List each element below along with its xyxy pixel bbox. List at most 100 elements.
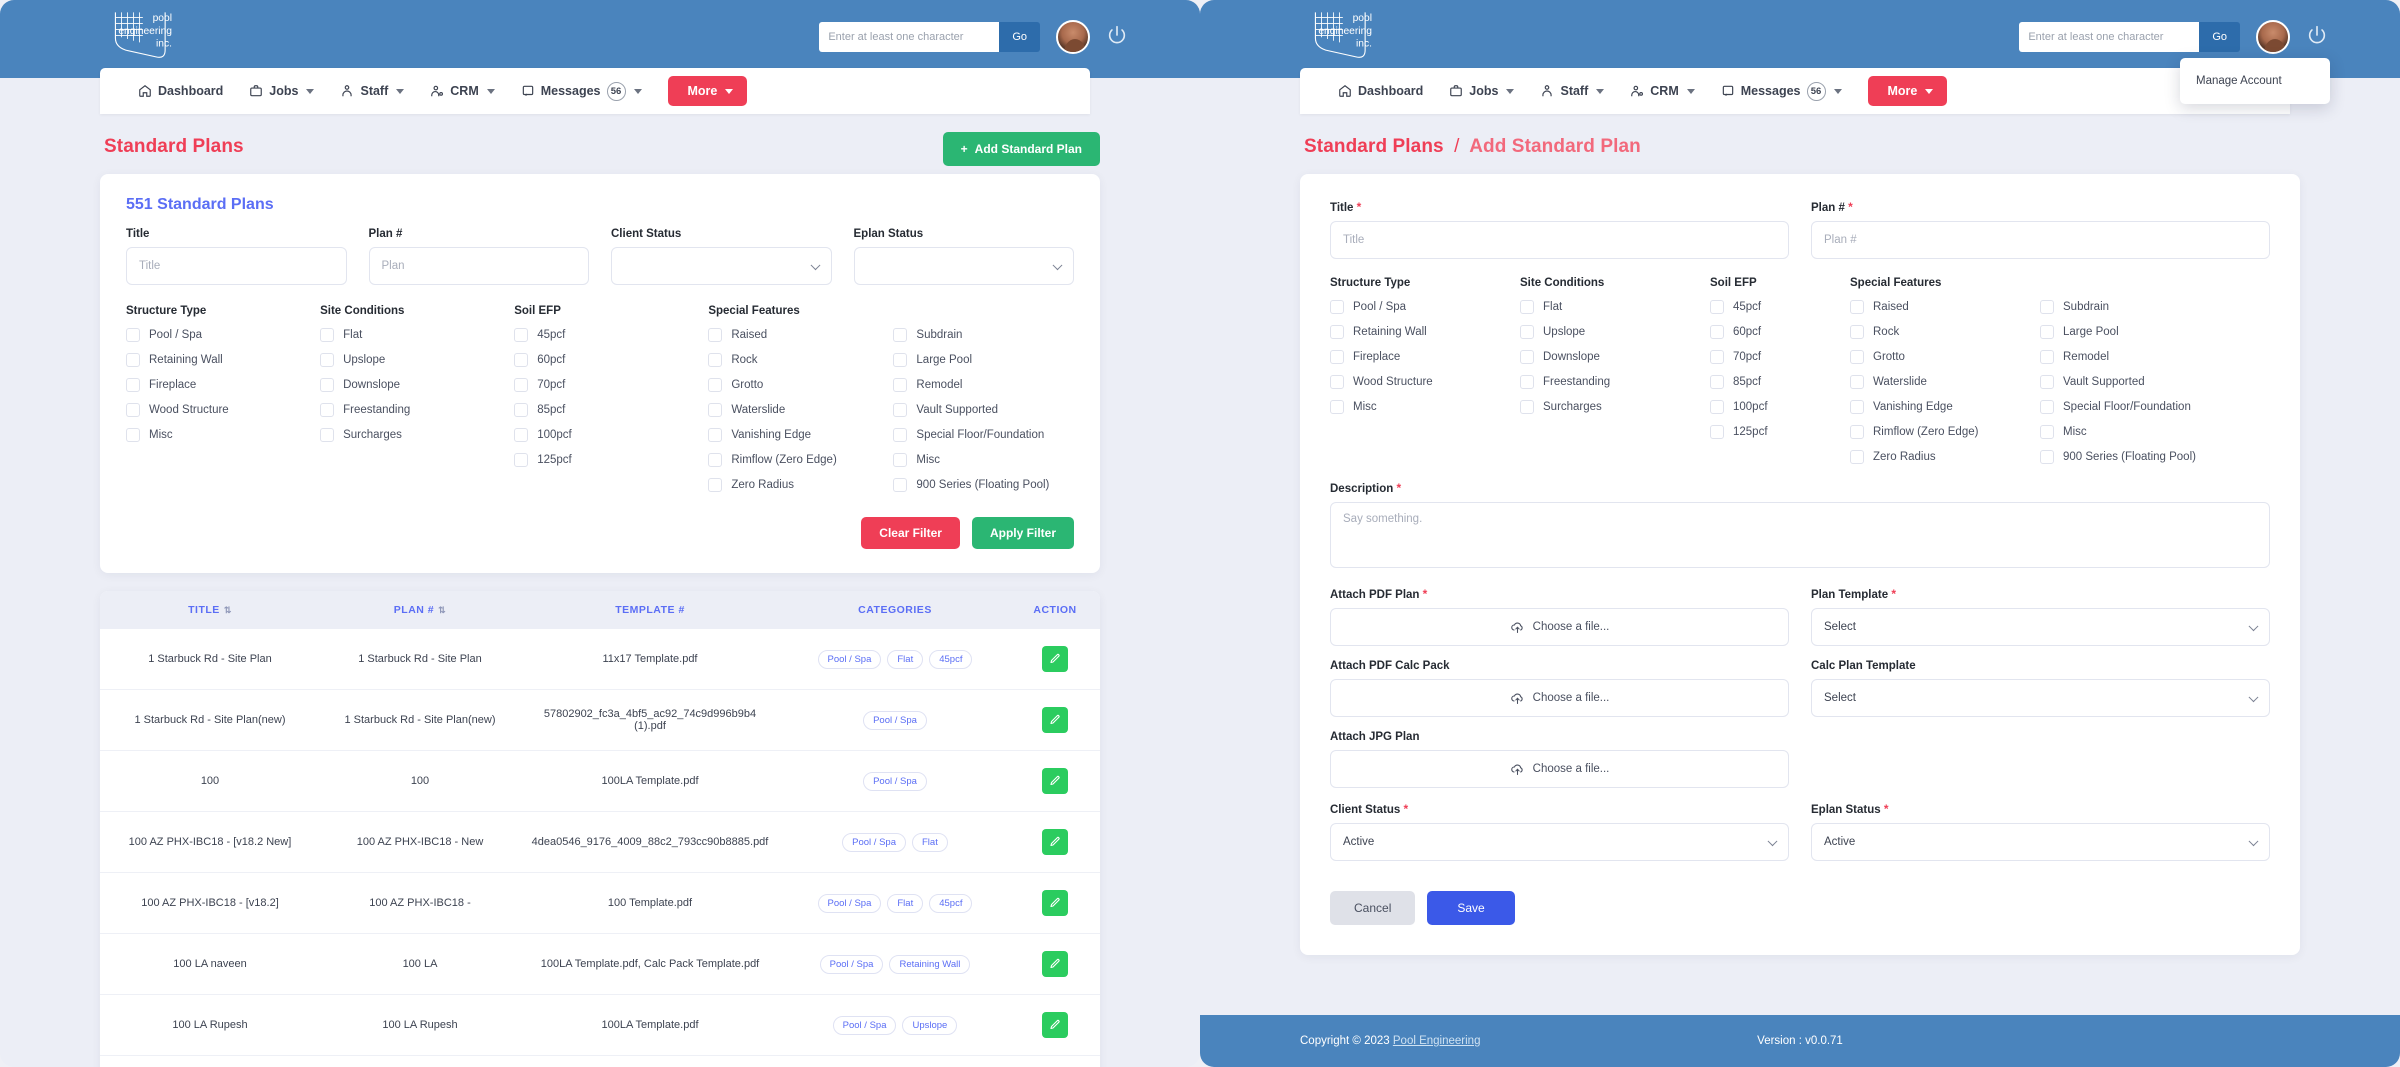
apply-filter-button[interactable]: Apply Filter xyxy=(971,517,1074,549)
checkbox-row[interactable]: Wood Structure xyxy=(1330,375,1520,389)
save-button[interactable]: Save xyxy=(1427,891,1515,925)
nav-item-crm[interactable]: CRM xyxy=(430,84,495,98)
checkbox-input[interactable] xyxy=(514,353,529,367)
edit-pencil-icon[interactable] xyxy=(1042,890,1068,916)
breadcrumb-item-1[interactable]: Standard Plans xyxy=(1304,136,1444,157)
checkbox-row[interactable]: Retaining Wall xyxy=(126,353,320,367)
checkbox-input[interactable] xyxy=(514,428,529,442)
checkbox-row[interactable]: Remodel xyxy=(2040,350,2240,364)
edit-pencil-icon[interactable] xyxy=(1042,951,1068,977)
checkbox-input[interactable] xyxy=(1520,350,1534,364)
checkbox-input[interactable] xyxy=(2040,375,2054,389)
nav-item-messages[interactable]: Messages 56 xyxy=(521,81,642,101)
edit-pencil-icon[interactable] xyxy=(1042,707,1068,733)
checkbox-input[interactable] xyxy=(1850,425,1864,439)
checkbox-input[interactable] xyxy=(1520,300,1534,314)
checkbox-input[interactable] xyxy=(1850,450,1864,464)
checkbox-row[interactable]: Waterslide xyxy=(1850,375,2040,389)
checkbox-input[interactable] xyxy=(1330,350,1344,364)
search-go-button[interactable]: Go xyxy=(999,22,1040,52)
nav-item-dashboard[interactable]: Dashboard xyxy=(138,84,223,98)
checkbox-input[interactable] xyxy=(708,478,723,492)
checkbox-row[interactable]: Freestanding xyxy=(320,403,514,417)
form-description-textarea[interactable] xyxy=(1330,502,2270,568)
checkbox-row[interactable]: Downslope xyxy=(320,378,514,392)
filter-title-input[interactable] xyxy=(126,247,347,285)
edit-pencil-icon[interactable] xyxy=(1042,768,1068,794)
checkbox-row[interactable]: Zero Radius xyxy=(708,478,893,492)
checkbox-row[interactable]: Fireplace xyxy=(126,378,320,392)
checkbox-row[interactable]: Misc xyxy=(2040,425,2240,439)
checkbox-input[interactable] xyxy=(320,328,335,342)
checkbox-row[interactable]: 85pcf xyxy=(514,403,708,417)
checkbox-row[interactable]: Misc xyxy=(893,453,1074,467)
nav-item-more[interactable]: More xyxy=(667,76,748,116)
power-logout-icon[interactable] xyxy=(2306,24,2328,46)
checkbox-row[interactable]: 900 Series (Floating Pool) xyxy=(2040,450,2240,464)
checkbox-input[interactable] xyxy=(708,353,723,367)
checkbox-input[interactable] xyxy=(126,328,140,342)
checkbox-input[interactable] xyxy=(320,353,335,367)
edit-pencil-icon[interactable] xyxy=(1042,829,1068,855)
menu-item-manage-account[interactable]: Manage Account xyxy=(2196,75,2282,87)
checkbox-row[interactable]: 60pcf xyxy=(514,353,708,367)
attach-jpg-plan-filepicker[interactable]: Choose a file... xyxy=(1330,750,1789,788)
checkbox-row[interactable]: Rimflow (Zero Edge) xyxy=(708,453,893,467)
checkbox-row[interactable]: Pool / Spa xyxy=(126,328,320,342)
checkbox-row[interactable]: Special Floor/Foundation xyxy=(2040,400,2240,414)
nav-item-staff[interactable]: Staff xyxy=(1540,84,1605,98)
checkbox-row[interactable]: Raised xyxy=(708,328,893,342)
checkbox-input[interactable] xyxy=(2040,400,2054,414)
checkbox-input[interactable] xyxy=(1330,325,1344,339)
checkbox-input[interactable] xyxy=(1710,300,1724,314)
checkbox-row[interactable]: Surcharges xyxy=(320,428,514,442)
checkbox-input[interactable] xyxy=(126,353,140,367)
checkbox-input[interactable] xyxy=(708,378,723,392)
checkbox-input[interactable] xyxy=(1330,375,1344,389)
checkbox-row[interactable]: Upslope xyxy=(1520,325,1710,339)
checkbox-row[interactable]: Downslope xyxy=(1520,350,1710,364)
eplan-status-select[interactable]: Active xyxy=(1811,823,2270,861)
checkbox-input[interactable] xyxy=(514,403,529,417)
checkbox-input[interactable] xyxy=(1710,425,1724,439)
checkbox-row[interactable]: Grotto xyxy=(1850,350,2040,364)
checkbox-input[interactable] xyxy=(1520,400,1534,414)
checkbox-input[interactable] xyxy=(1850,350,1864,364)
checkbox-input[interactable] xyxy=(1850,300,1864,314)
checkbox-input[interactable] xyxy=(1520,325,1534,339)
checkbox-row[interactable]: Surcharges xyxy=(1520,400,1710,414)
power-logout-icon[interactable] xyxy=(1106,24,1128,46)
nav-item-staff[interactable]: Staff xyxy=(340,84,405,98)
checkbox-input[interactable] xyxy=(708,453,723,467)
checkbox-row[interactable]: Special Floor/Foundation xyxy=(893,428,1074,442)
checkbox-input[interactable] xyxy=(514,453,529,467)
checkbox-row[interactable]: 45pcf xyxy=(1710,300,1850,314)
edit-pencil-icon[interactable] xyxy=(1042,1012,1068,1038)
avatar[interactable] xyxy=(1056,20,1090,54)
checkbox-row[interactable]: Large Pool xyxy=(2040,325,2240,339)
checkbox-input[interactable] xyxy=(1330,300,1344,314)
search-go-button[interactable]: Go xyxy=(2199,22,2240,52)
checkbox-input[interactable] xyxy=(320,403,335,417)
checkbox-input[interactable] xyxy=(2040,450,2054,464)
form-plan-input[interactable] xyxy=(1811,221,2270,259)
add-standard-plan-button[interactable]: + Add Standard Plan xyxy=(942,132,1100,166)
checkbox-row[interactable]: 100pcf xyxy=(514,428,708,442)
checkbox-row[interactable]: Wood Structure xyxy=(126,403,320,417)
cancel-button[interactable]: Cancel xyxy=(1330,891,1416,925)
checkbox-row[interactable]: Misc xyxy=(126,428,320,442)
checkbox-input[interactable] xyxy=(1710,350,1724,364)
checkbox-input[interactable] xyxy=(893,353,908,367)
checkbox-input[interactable] xyxy=(1710,400,1724,414)
checkbox-row[interactable]: Vault Supported xyxy=(2040,375,2240,389)
checkbox-row[interactable]: Flat xyxy=(320,328,514,342)
attach-pdf-calc-filepicker[interactable]: Choose a file... xyxy=(1330,679,1789,717)
checkbox-input[interactable] xyxy=(708,403,723,417)
checkbox-input[interactable] xyxy=(1330,400,1344,414)
footer-company-link[interactable]: Pool Engineering xyxy=(1392,1035,1481,1047)
checkbox-row[interactable]: Vanishing Edge xyxy=(708,428,893,442)
checkbox-input[interactable] xyxy=(2040,325,2054,339)
checkbox-row[interactable]: Zero Radius xyxy=(1850,450,2040,464)
checkbox-input[interactable] xyxy=(2040,425,2054,439)
sort-icon[interactable]: ⇅ xyxy=(223,604,232,615)
